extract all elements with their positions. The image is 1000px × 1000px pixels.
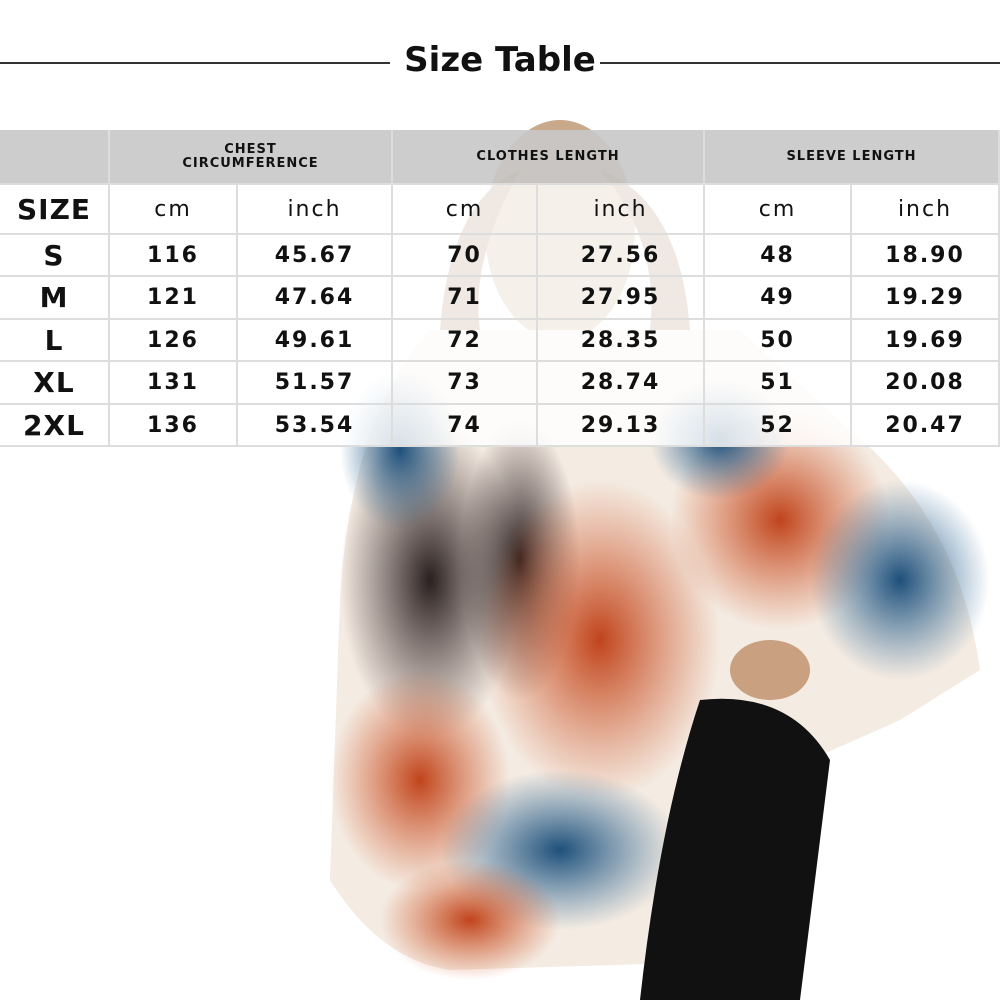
value-cell: 51.57 xyxy=(238,362,393,405)
group-header-text: CHEST CIRCUMFERENCE xyxy=(182,141,319,171)
unit-header: cm xyxy=(110,185,238,235)
corner-cell xyxy=(0,130,110,185)
unit-header: inch xyxy=(538,185,705,235)
value-cell: 29.13 xyxy=(538,405,705,447)
value-cell: 49.61 xyxy=(238,320,393,362)
value-cell: 28.74 xyxy=(538,362,705,405)
value-cell: 72 xyxy=(393,320,538,362)
unit-header: cm xyxy=(705,185,852,235)
value-cell: 45.67 xyxy=(238,235,393,277)
value-cell: 20.47 xyxy=(852,405,1000,447)
value-cell: 50 xyxy=(705,320,852,362)
title-text: Size Table xyxy=(400,40,600,80)
value-cell: 27.56 xyxy=(538,235,705,277)
value-cell: 74 xyxy=(393,405,538,447)
value-cell: 52 xyxy=(705,405,852,447)
group-header-text: CLOTHES LENGTH xyxy=(476,148,620,164)
size-cell: M xyxy=(0,277,110,320)
size-header: SIZE xyxy=(0,185,110,235)
value-cell: 71 xyxy=(393,277,538,320)
value-cell: 126 xyxy=(110,320,238,362)
size-cell: S xyxy=(0,235,110,277)
group-header-text: SLEEVE LENGTH xyxy=(786,148,917,164)
group-header: SLEEVE LENGTH xyxy=(705,130,1000,185)
size-cell: L xyxy=(0,320,110,362)
group-header: CHEST CIRCUMFERENCE xyxy=(110,130,393,185)
leggings xyxy=(640,698,830,1000)
value-cell: 48 xyxy=(705,235,852,277)
value-cell: 49 xyxy=(705,277,852,320)
value-cell: 18.90 xyxy=(852,235,1000,277)
value-cell: 73 xyxy=(393,362,538,405)
title-rule xyxy=(0,62,390,64)
value-cell: 70 xyxy=(393,235,538,277)
title-rule xyxy=(578,62,1000,64)
value-cell: 27.95 xyxy=(538,277,705,320)
value-cell: 121 xyxy=(110,277,238,320)
unit-header: inch xyxy=(852,185,1000,235)
group-header: CLOTHES LENGTH xyxy=(393,130,705,185)
unit-header: cm xyxy=(393,185,538,235)
size-cell: 2XL xyxy=(0,405,110,447)
unit-header: inch xyxy=(238,185,393,235)
value-cell: 53.54 xyxy=(238,405,393,447)
value-cell: 131 xyxy=(110,362,238,405)
value-cell: 20.08 xyxy=(852,362,1000,405)
title: Size Table xyxy=(0,40,1000,80)
value-cell: 19.69 xyxy=(852,320,1000,362)
value-cell: 116 xyxy=(110,235,238,277)
value-cell: 136 xyxy=(110,405,238,447)
value-cell: 28.35 xyxy=(538,320,705,362)
value-cell: 19.29 xyxy=(852,277,1000,320)
value-cell: 47.64 xyxy=(238,277,393,320)
value-cell: 51 xyxy=(705,362,852,405)
size-cell: XL xyxy=(0,362,110,405)
